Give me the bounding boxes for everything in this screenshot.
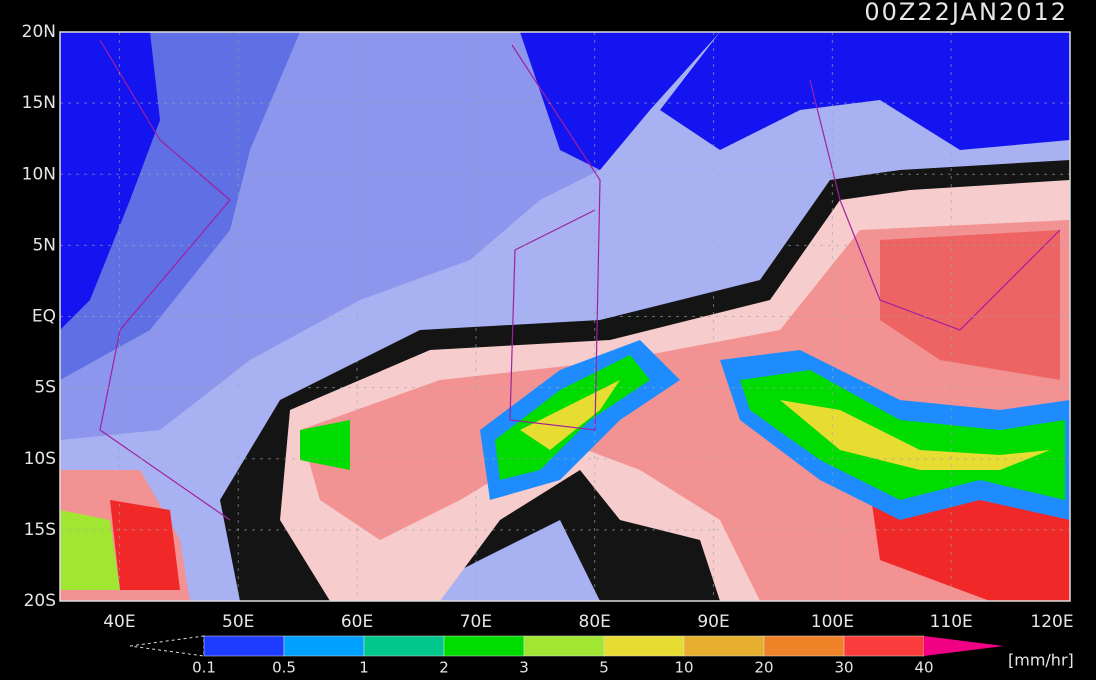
colorbar-box <box>523 635 605 657</box>
coastline <box>509 44 601 431</box>
lon-label: 90E <box>697 612 729 632</box>
field-intense <box>110 500 180 590</box>
colorbar-label: 10 <box>674 659 693 677</box>
coastline <box>99 39 231 521</box>
colorbar-label: 30 <box>834 659 853 677</box>
lon-label: 100E <box>811 612 854 632</box>
colorbar-label: 1 <box>359 659 369 677</box>
lon-label: 120E <box>1030 612 1073 632</box>
colorbar-box <box>843 635 925 657</box>
timestamp: 00Z22JAN2012 <box>864 0 1068 26</box>
colorbar-box <box>283 635 365 657</box>
lat-label: 20S <box>24 591 56 611</box>
field-rain <box>520 380 620 450</box>
colorbar-label: 0.5 <box>272 659 296 677</box>
lon-label: 80E <box>579 612 611 632</box>
colorbar-label: 2 <box>439 659 449 677</box>
colorbar-box <box>443 635 525 657</box>
colorbar-box <box>763 635 845 657</box>
colorbar-label: 5 <box>599 659 609 677</box>
lat-label: EQ <box>32 307 56 327</box>
colorbar-label: 40 <box>914 659 933 677</box>
lon-label: 40E <box>103 612 135 632</box>
colorbar-box <box>363 635 445 657</box>
graticule <box>60 32 1070 601</box>
lat-label: 15N <box>22 93 56 113</box>
lat-label: 5S <box>34 378 56 398</box>
lon-label: 60E <box>341 612 373 632</box>
lat-label: 5N <box>32 235 56 255</box>
colorbar-box <box>603 635 685 657</box>
lat-label: 10N <box>22 164 56 184</box>
field-rain <box>300 420 350 470</box>
colorbar-over <box>924 636 1004 656</box>
lon-label: 50E <box>222 612 254 632</box>
colorbar-box <box>683 635 765 657</box>
colorbar-label: 0.1 <box>192 659 216 677</box>
field-dry <box>520 32 720 170</box>
field-dry <box>60 32 160 330</box>
lat-label: 20N <box>22 22 56 42</box>
field-heavy <box>880 230 1060 380</box>
colorbar-label: 3 <box>519 659 529 677</box>
field-dry <box>660 32 1070 150</box>
coastline <box>809 79 1061 331</box>
lat-label: 15S <box>24 520 56 540</box>
lon-label: 70E <box>460 612 492 632</box>
field-rain <box>60 510 120 590</box>
colorbar-box <box>203 635 285 657</box>
plot-frame <box>59 31 1071 602</box>
colorbar-label: 20 <box>754 659 773 677</box>
lat-label: 10S <box>24 449 56 469</box>
colorbar: 0.1 0.5 1 2 3 5 10 20 30 40 [mm/hr] <box>129 635 1074 677</box>
lon-label: 110E <box>930 612 973 632</box>
field-rain <box>780 400 1050 470</box>
unit-label: [mm/hr] <box>1008 651 1074 670</box>
